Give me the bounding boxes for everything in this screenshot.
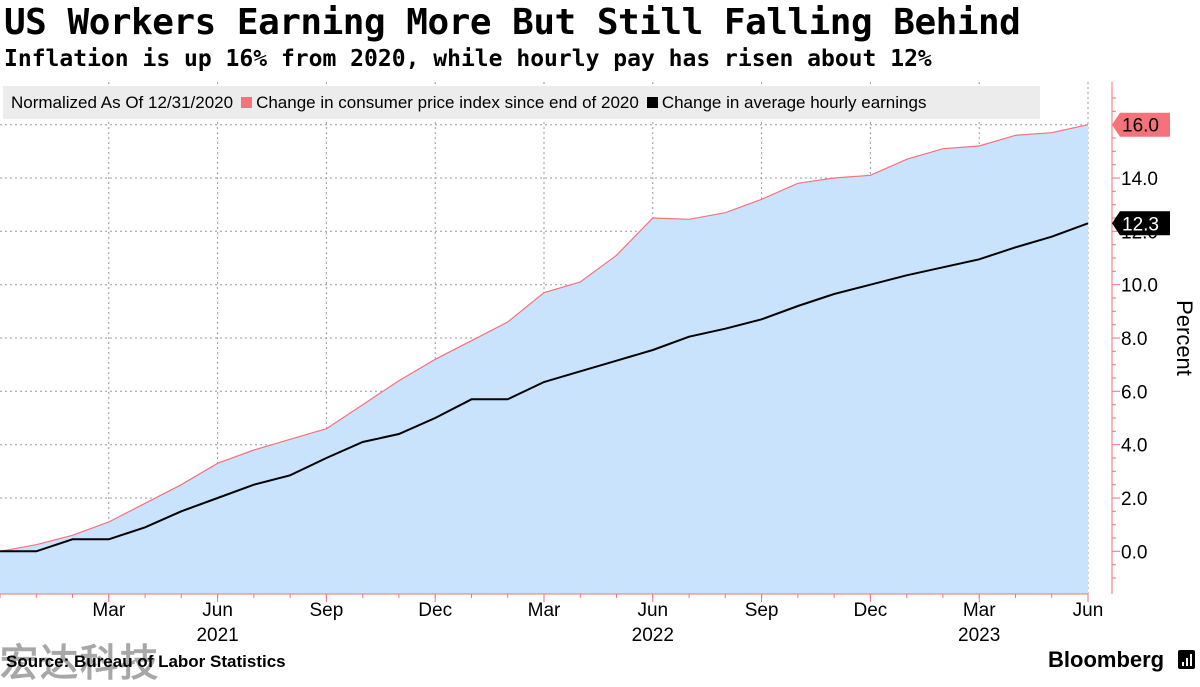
line-layer: [0, 124, 1089, 553]
brand-name: Bloomberg: [1048, 647, 1165, 672]
cpi-line: [0, 124, 1089, 552]
legend-swatch-cpi: [241, 97, 253, 108]
y-tick-label-2: 4.0: [1121, 436, 1147, 457]
end-label-cpi-flag: [1112, 112, 1170, 137]
legend-note: Normalized As Of 12/31/2020: [11, 93, 233, 113]
end-label-earnings-text: 12.3: [1122, 214, 1159, 235]
x-tick-label-9: Jun: [1073, 600, 1104, 621]
end-label-earnings-flag: [1112, 211, 1170, 236]
x-tick-label-5: Jun: [637, 600, 668, 621]
legend-item-earnings: Change in average hourly earnings: [646, 92, 927, 113]
x-year-label-2: 2023: [958, 625, 1000, 646]
legend-swatch-earnings: [646, 97, 658, 108]
end-label-cpi: 16.0: [1112, 112, 1170, 137]
bloomberg-terminal-icon: [1178, 650, 1195, 669]
legend-label-earnings: Change in average hourly earnings: [661, 92, 927, 112]
x-tick-label-1: Jun: [202, 600, 233, 621]
source-note: Source: Bureau of Labor Statistics: [6, 652, 286, 671]
y-tick-label-1: 2.0: [1121, 489, 1147, 510]
x-tick-label-2: Sep: [309, 600, 343, 621]
cpi-area: [0, 124, 1088, 594]
x-tick-label-6: Sep: [745, 600, 779, 621]
y-tick-label-5: 10.0: [1121, 276, 1158, 297]
x-year-label-1: 2022: [632, 625, 674, 646]
end-label-cpi-text: 16.0: [1122, 116, 1159, 137]
area-layer: [0, 124, 1088, 594]
legend-item-cpi: Change in consumer price index since end…: [241, 93, 639, 113]
legend-label-cpi: Change in consumer price index since end…: [256, 92, 639, 112]
legend-note-text: Normalized As Of 12/31/2020: [11, 92, 234, 112]
y-axis-title: Percent: [1172, 300, 1197, 376]
x-tick-label-0: Mar: [92, 600, 125, 621]
chart-title: US Workers Earning More But Still Fallin…: [4, 2, 1021, 43]
earnings-line: [0, 222, 1089, 553]
y-tick-label-4: 8.0: [1121, 329, 1147, 350]
x-tick-label-8: Mar: [963, 600, 996, 621]
axis-layer: [0, 82, 1120, 602]
y-tick-label-3: 6.0: [1121, 382, 1147, 403]
x-year-label-0: 2021: [196, 625, 238, 646]
label-layer: 0.02.04.06.08.010.012.014.016.0PercentMa…: [92, 112, 1197, 646]
x-tick-label-3: Dec: [418, 600, 452, 621]
x-tick-label-4: Mar: [528, 600, 561, 621]
x-tick-label-7: Dec: [854, 600, 888, 621]
y-tick-label-7: 14.0: [1121, 169, 1158, 190]
end-label-earnings: 12.3: [1112, 211, 1170, 236]
legend: Normalized As Of 12/31/2020 Change in co…: [3, 86, 1040, 119]
y-tick-label-0: 0.0: [1121, 542, 1147, 563]
chart-subtitle: Inflation is up 16% from 2020, while hou…: [4, 46, 932, 72]
